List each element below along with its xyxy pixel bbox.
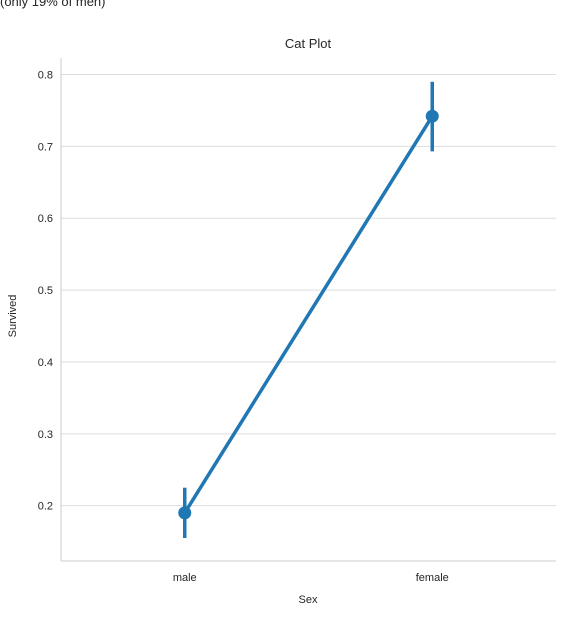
chart-title: Cat Plot	[285, 36, 332, 51]
y-tick-label: 0.2	[38, 501, 53, 513]
axis-spines	[60, 58, 556, 562]
gridlines	[61, 74, 556, 507]
series-layer	[178, 81, 439, 539]
y-tick-label: 0.6	[38, 213, 53, 225]
y-axis-label: Survived	[7, 295, 19, 338]
y-tick-label: 0.5	[38, 285, 53, 297]
data-point	[425, 109, 439, 123]
x-tick-label: female	[416, 572, 449, 584]
y-tick-label: 0.8	[38, 70, 53, 82]
x-axis-label: Sex	[299, 594, 318, 606]
y-tick-label: 0.4	[38, 357, 53, 369]
series-line	[183, 114, 434, 515]
data-point	[178, 506, 192, 520]
cropped-header-text: (only 19% of men)	[0, 0, 106, 9]
y-tick-label: 0.7	[38, 141, 53, 153]
y-tick-label: 0.3	[38, 429, 53, 441]
tick-labels: 0.2 0.3 0.4 0.5 0.6 0.7 0.8 male female	[38, 70, 449, 584]
x-tick-label: male	[173, 572, 197, 584]
